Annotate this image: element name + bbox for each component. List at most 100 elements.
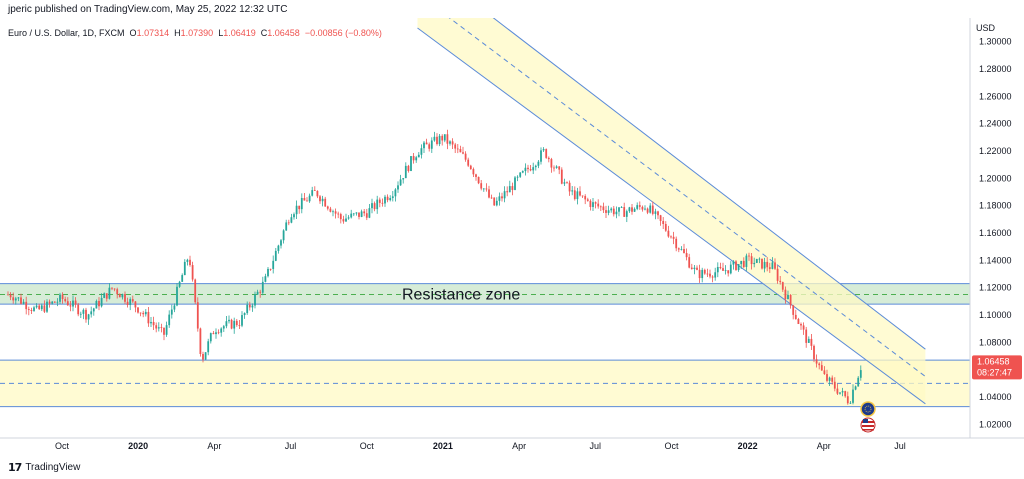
resistance-zone[interactable] <box>0 283 970 305</box>
candle[interactable] <box>839 392 841 395</box>
candle[interactable] <box>241 311 243 328</box>
candle[interactable] <box>410 155 412 172</box>
symbol-name[interactable]: Euro / U.S. Dollar, 1D, FXCM <box>8 28 125 38</box>
candle[interactable] <box>183 259 186 276</box>
candle[interactable] <box>61 292 64 304</box>
candle[interactable] <box>672 231 675 245</box>
candle[interactable] <box>350 209 353 219</box>
candle[interactable] <box>272 255 275 274</box>
candle[interactable] <box>859 365 862 381</box>
candle[interactable] <box>579 186 581 197</box>
candle[interactable] <box>332 209 334 217</box>
candle[interactable] <box>813 344 815 363</box>
candle[interactable] <box>836 383 839 395</box>
candle[interactable] <box>113 288 116 292</box>
candle[interactable] <box>469 164 472 170</box>
candle[interactable] <box>774 258 776 270</box>
candle[interactable] <box>589 199 592 211</box>
candle[interactable] <box>724 265 727 275</box>
candle[interactable] <box>103 292 106 299</box>
candle[interactable] <box>215 328 217 339</box>
candles[interactable] <box>7 129 862 405</box>
candle[interactable] <box>560 167 563 185</box>
candle[interactable] <box>701 267 704 283</box>
candle[interactable] <box>545 148 548 159</box>
candle[interactable] <box>787 290 789 300</box>
candle[interactable] <box>189 255 191 267</box>
candle[interactable] <box>33 305 35 312</box>
candle[interactable] <box>685 248 688 261</box>
candle[interactable] <box>7 291 9 296</box>
candle[interactable] <box>628 206 631 213</box>
candle[interactable] <box>339 212 342 224</box>
candle[interactable] <box>729 261 732 275</box>
candle[interactable] <box>267 267 269 278</box>
candle[interactable] <box>524 163 527 176</box>
candle[interactable] <box>703 268 706 275</box>
candle[interactable] <box>321 195 324 207</box>
candle[interactable] <box>131 295 134 303</box>
candle[interactable] <box>69 301 72 312</box>
candle[interactable] <box>381 198 384 207</box>
candle[interactable] <box>753 257 756 268</box>
candle[interactable] <box>558 166 561 175</box>
candle[interactable] <box>345 213 347 223</box>
candle[interactable] <box>680 246 683 251</box>
candle[interactable] <box>649 203 652 214</box>
candle[interactable] <box>540 147 542 165</box>
candle[interactable] <box>737 264 740 272</box>
candle[interactable] <box>144 309 147 317</box>
candle[interactable] <box>584 194 587 205</box>
candle[interactable] <box>251 303 254 312</box>
candle[interactable] <box>592 197 594 212</box>
candle[interactable] <box>443 134 446 143</box>
candle[interactable] <box>727 270 730 277</box>
candle[interactable] <box>586 197 589 202</box>
candle[interactable] <box>568 180 571 196</box>
candle[interactable] <box>677 247 680 253</box>
candle[interactable] <box>35 303 38 309</box>
candle[interactable] <box>287 219 290 226</box>
candle[interactable] <box>768 262 771 273</box>
candle[interactable] <box>475 173 477 181</box>
candle[interactable] <box>402 178 405 184</box>
candle[interactable] <box>771 257 774 270</box>
candle[interactable] <box>550 157 553 173</box>
eu-flag-icon[interactable] <box>860 401 876 417</box>
candle[interactable] <box>748 252 750 261</box>
candle[interactable] <box>477 176 480 185</box>
price-axis[interactable]: 1.30000 1.28000 1.26000 1.24000 1.22000 1.200… <box>979 37 1012 430</box>
candle[interactable] <box>389 195 392 202</box>
candle[interactable] <box>800 322 802 330</box>
candle[interactable] <box>657 210 659 220</box>
candle[interactable] <box>82 308 85 320</box>
candle[interactable] <box>766 257 769 272</box>
candle[interactable] <box>415 155 418 163</box>
candle[interactable] <box>204 352 207 360</box>
candle[interactable] <box>196 297 199 332</box>
candle[interactable] <box>165 321 168 337</box>
candle[interactable] <box>313 186 316 192</box>
candle[interactable] <box>365 208 368 221</box>
candle[interactable] <box>111 287 113 291</box>
candle[interactable] <box>40 303 43 312</box>
candle[interactable] <box>51 300 54 305</box>
candle[interactable] <box>202 351 204 363</box>
candle[interactable] <box>488 185 490 199</box>
candle[interactable] <box>334 208 337 219</box>
candle[interactable] <box>789 294 792 309</box>
candle[interactable] <box>846 391 849 405</box>
candle[interactable] <box>118 293 121 298</box>
candle[interactable] <box>670 235 672 239</box>
candle[interactable] <box>230 318 233 330</box>
candle[interactable] <box>529 165 532 172</box>
candle[interactable] <box>160 323 163 333</box>
candle[interactable] <box>417 152 420 158</box>
candle[interactable] <box>355 212 358 216</box>
candle[interactable] <box>391 190 394 202</box>
candle[interactable] <box>386 194 389 203</box>
candle[interactable] <box>360 209 363 218</box>
candle[interactable] <box>675 236 678 252</box>
candle[interactable] <box>337 211 340 219</box>
